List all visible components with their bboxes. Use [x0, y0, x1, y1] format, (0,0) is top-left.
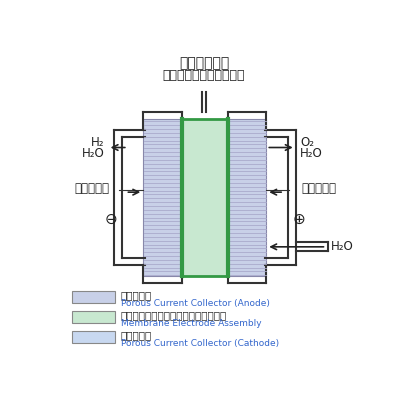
Text: H₂O: H₂O — [331, 240, 354, 253]
Text: H₂O: H₂O — [82, 147, 105, 160]
Text: ⊖: ⊖ — [104, 213, 117, 228]
Bar — [181, 119, 228, 276]
Text: Porous Current Collector (Cathode): Porous Current Collector (Cathode) — [121, 339, 279, 348]
Bar — [72, 291, 115, 303]
Text: Membrane Electrode Assembly: Membrane Electrode Assembly — [121, 318, 261, 327]
Text: H⁺: H⁺ — [197, 190, 211, 203]
Text: 電極接合体膜（イオン交換膜＋電極）: 電極接合体膜（イオン交換膜＋電極） — [121, 310, 227, 320]
Bar — [143, 119, 181, 276]
Text: ⊕: ⊕ — [293, 213, 306, 228]
Text: 陰極集電体: 陰極集電体 — [121, 330, 152, 340]
Text: 電極接合体膜: 電極接合体膜 — [179, 56, 229, 70]
Text: Porous Current Collector (Anode): Porous Current Collector (Anode) — [121, 299, 270, 308]
Text: 陽極集電体: 陽極集電体 — [301, 182, 336, 195]
Text: H₂O: H₂O — [193, 207, 215, 220]
Text: 陰極集電体: 陰極集電体 — [75, 182, 110, 195]
Bar — [72, 311, 115, 323]
Text: 陽極集電体: 陽極集電体 — [121, 290, 152, 300]
Text: H₂O: H₂O — [300, 147, 323, 160]
Bar — [228, 119, 266, 276]
Bar — [72, 331, 115, 343]
Text: （イオン交換膜＋電極）: （イオン交換膜＋電極） — [163, 69, 245, 82]
Text: O₂: O₂ — [300, 136, 314, 149]
Text: H₂: H₂ — [91, 136, 105, 149]
